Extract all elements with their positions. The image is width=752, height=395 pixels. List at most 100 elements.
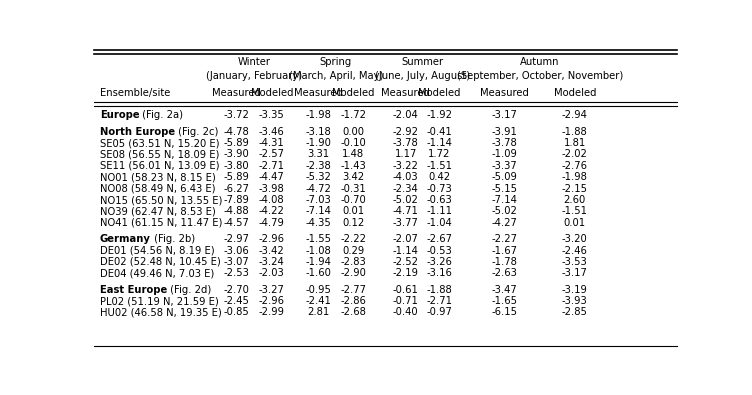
Text: -0.70: -0.70 (341, 195, 366, 205)
Text: -2.07: -2.07 (393, 234, 419, 244)
Text: -0.31: -0.31 (341, 184, 366, 194)
Text: -2.96: -2.96 (259, 234, 285, 244)
Text: NO01 (58.23 N, 8.15 E): NO01 (58.23 N, 8.15 E) (100, 172, 216, 182)
Text: -2.38: -2.38 (305, 161, 331, 171)
Text: Measured: Measured (294, 88, 343, 98)
Text: -3.17: -3.17 (492, 110, 518, 120)
Text: -3.78: -3.78 (492, 138, 517, 148)
Text: -1.14: -1.14 (426, 138, 452, 148)
Text: -2.70: -2.70 (224, 285, 250, 295)
Text: NO41 (61.15 N, 11.47 E): NO41 (61.15 N, 11.47 E) (100, 218, 222, 228)
Text: 1.17: 1.17 (395, 149, 417, 160)
Text: 2.81: 2.81 (308, 307, 329, 318)
Text: -1.51: -1.51 (562, 207, 588, 216)
Text: -2.27: -2.27 (492, 234, 518, 244)
Text: -3.18: -3.18 (305, 127, 331, 137)
Text: (January, February): (January, February) (206, 71, 302, 81)
Text: (September, October, November): (September, October, November) (456, 71, 623, 81)
Text: (March, April, May): (March, April, May) (289, 71, 383, 81)
Text: -3.16: -3.16 (426, 268, 452, 278)
Text: -1.14: -1.14 (393, 246, 419, 256)
Text: Europe: Europe (100, 110, 139, 120)
Text: -4.35: -4.35 (305, 218, 331, 228)
Text: -1.04: -1.04 (426, 218, 452, 228)
Text: Measured: Measured (212, 88, 261, 98)
Text: -1.43: -1.43 (341, 161, 366, 171)
Text: -3.22: -3.22 (393, 161, 419, 171)
Text: Winter: Winter (238, 56, 271, 66)
Text: -5.09: -5.09 (492, 172, 518, 182)
Text: -2.34: -2.34 (393, 184, 419, 194)
Text: -2.99: -2.99 (259, 307, 285, 318)
Text: -3.93: -3.93 (562, 296, 587, 306)
Text: DE01 (54.56 N, 8.19 E): DE01 (54.56 N, 8.19 E) (100, 246, 214, 256)
Text: -1.94: -1.94 (305, 257, 332, 267)
Text: -3.77: -3.77 (393, 218, 419, 228)
Text: -7.14: -7.14 (305, 207, 332, 216)
Text: -4.47: -4.47 (259, 172, 284, 182)
Text: -0.63: -0.63 (426, 195, 452, 205)
Text: -1.88: -1.88 (562, 127, 587, 137)
Text: -0.53: -0.53 (426, 246, 452, 256)
Text: -4.57: -4.57 (224, 218, 250, 228)
Text: -1.67: -1.67 (492, 246, 518, 256)
Text: -3.42: -3.42 (259, 246, 284, 256)
Text: -0.95: -0.95 (305, 285, 332, 295)
Text: -2.57: -2.57 (259, 149, 285, 160)
Text: 3.31: 3.31 (308, 149, 329, 160)
Text: 3.42: 3.42 (342, 172, 365, 182)
Text: -0.10: -0.10 (341, 138, 366, 148)
Text: -3.37: -3.37 (492, 161, 517, 171)
Text: (June, July, August): (June, July, August) (374, 71, 470, 81)
Text: -1.92: -1.92 (426, 110, 452, 120)
Text: SE05 (63.51 N, 15.20 E): SE05 (63.51 N, 15.20 E) (100, 138, 220, 148)
Text: -3.20: -3.20 (562, 234, 587, 244)
Text: -5.89: -5.89 (224, 138, 250, 148)
Text: 0.01: 0.01 (564, 218, 586, 228)
Text: -1.08: -1.08 (305, 246, 331, 256)
Text: -1.98: -1.98 (305, 110, 332, 120)
Text: Modeled: Modeled (418, 88, 460, 98)
Text: -1.72: -1.72 (341, 110, 366, 120)
Text: -2.94: -2.94 (562, 110, 588, 120)
Text: -2.76: -2.76 (562, 161, 588, 171)
Text: -2.67: -2.67 (426, 234, 452, 244)
Text: -4.31: -4.31 (259, 138, 284, 148)
Text: -0.97: -0.97 (426, 307, 452, 318)
Text: -1.65: -1.65 (492, 296, 518, 306)
Text: -4.72: -4.72 (305, 184, 332, 194)
Text: -2.71: -2.71 (426, 296, 452, 306)
Text: 0.00: 0.00 (342, 127, 365, 137)
Text: Spring: Spring (320, 56, 352, 66)
Text: -4.88: -4.88 (224, 207, 250, 216)
Text: -2.71: -2.71 (259, 161, 285, 171)
Text: -6.15: -6.15 (492, 307, 518, 318)
Text: 1.81: 1.81 (564, 138, 586, 148)
Text: -2.96: -2.96 (259, 296, 285, 306)
Text: -2.46: -2.46 (562, 246, 588, 256)
Text: -3.98: -3.98 (259, 184, 284, 194)
Text: -1.88: -1.88 (426, 285, 452, 295)
Text: -3.07: -3.07 (224, 257, 250, 267)
Text: SE08 (56.55 N, 18.09 E): SE08 (56.55 N, 18.09 E) (100, 149, 219, 160)
Text: -2.77: -2.77 (341, 285, 366, 295)
Text: -0.61: -0.61 (393, 285, 419, 295)
Text: -5.89: -5.89 (224, 172, 250, 182)
Text: -3.91: -3.91 (492, 127, 518, 137)
Text: -2.68: -2.68 (341, 307, 366, 318)
Text: -5.15: -5.15 (492, 184, 518, 194)
Text: -5.02: -5.02 (393, 195, 419, 205)
Text: -2.15: -2.15 (562, 184, 588, 194)
Text: -4.27: -4.27 (492, 218, 518, 228)
Text: -3.78: -3.78 (393, 138, 419, 148)
Text: -3.47: -3.47 (492, 285, 517, 295)
Text: -2.02: -2.02 (562, 149, 588, 160)
Text: Ensemble/site: Ensemble/site (100, 88, 170, 98)
Text: -1.11: -1.11 (426, 207, 452, 216)
Text: DE04 (49.46 N, 7.03 E): DE04 (49.46 N, 7.03 E) (100, 268, 214, 278)
Text: -2.92: -2.92 (393, 127, 419, 137)
Text: 0.42: 0.42 (428, 172, 450, 182)
Text: -1.78: -1.78 (492, 257, 518, 267)
Text: -1.60: -1.60 (305, 268, 332, 278)
Text: -2.97: -2.97 (224, 234, 250, 244)
